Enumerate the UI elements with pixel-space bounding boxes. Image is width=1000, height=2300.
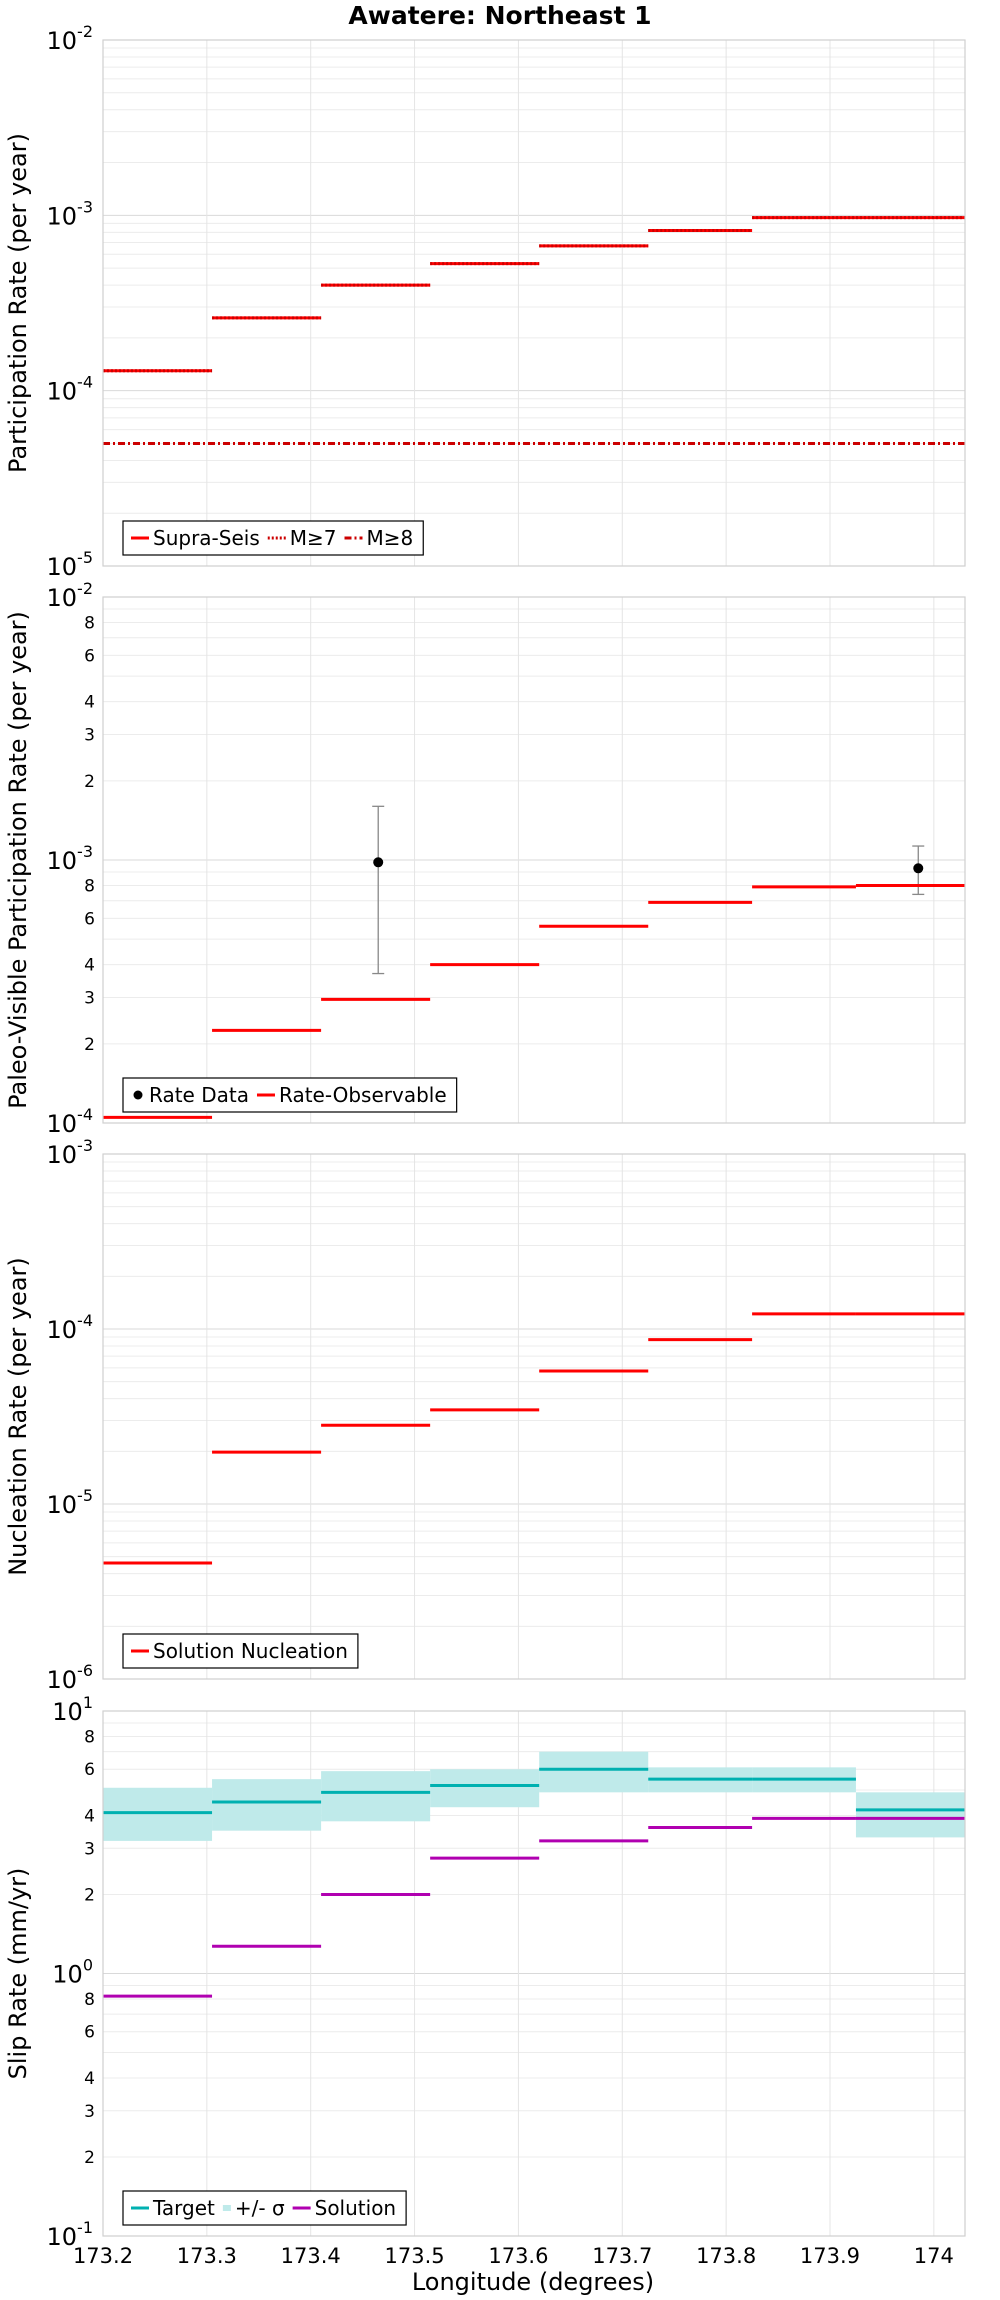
y-minor-tick-label: 8 (84, 1990, 95, 2010)
y-minor-tick-label: 4 (84, 1806, 95, 1826)
legend: Rate Data Rate-Observable (122, 1077, 458, 1113)
x-tick-label: 173.4 (281, 2244, 341, 2268)
plot-frame (102, 39, 966, 567)
plot-frame (102, 1153, 966, 1680)
y-minor-tick-label: 4 (84, 2069, 95, 2089)
legend-label: M≥7 (290, 526, 337, 550)
y-minor-tick-label: 8 (84, 613, 95, 633)
y-minor-tick-label: 3 (84, 989, 95, 1009)
y-minor-tick-label: 2 (84, 772, 95, 792)
legend-box (122, 2190, 407, 2226)
y-axis-label: Nucleation Rate (per year) (4, 1257, 32, 1576)
y-minor-tick-label: 3 (84, 2102, 95, 2122)
y-tick-label: 10-5 (47, 1486, 94, 1519)
panel-1: 10-5 10-4 10-3 10-2 Participation Rate (per … (4, 22, 966, 581)
panel-3: 10-6 10-5 10-4 10-3 Nucleation Rate (per yea… (4, 1136, 966, 1694)
x-tick-label: 174 (914, 2244, 954, 2268)
panel-4: 10-1 100 101 2 3 4 6 8 2 3 4 6 8 Slip Rate (mm/yr) Tar… (4, 1693, 966, 2251)
y-minor-tick-label: 8 (84, 876, 95, 896)
y-minor-tick-label: 6 (84, 646, 95, 666)
y-minor-tick-label: 2 (84, 1885, 95, 1905)
sigma-band (103, 1787, 213, 1841)
legend-label: Rate Data (149, 1083, 249, 1107)
y-tick-label: 10-3 (47, 1136, 94, 1169)
sigma-band (212, 1779, 322, 1831)
y-minor-tick-label: 3 (84, 1839, 95, 1859)
y-tick-label: 10-2 (47, 22, 94, 55)
y-tick-label: 10-4 (47, 1311, 94, 1344)
sigma-band (321, 1771, 431, 1822)
y-axis-label: Participation Rate (per year) (4, 133, 32, 473)
x-tick-label: 173.9 (800, 2244, 860, 2268)
x-tick-label: 173.2 (73, 2244, 133, 2268)
x-tick-label: 173.7 (592, 2244, 652, 2268)
legend-label: Supra-Seis (153, 526, 260, 550)
data-point (913, 863, 924, 874)
y-minor-tick-label: 4 (84, 693, 95, 713)
x-axis-label: Longitude (degrees) (412, 2268, 654, 2296)
sigma-band (855, 1792, 965, 1838)
legend-label: Rate-Observable (279, 1083, 447, 1107)
legend-label: +/- σ (235, 2196, 285, 2220)
x-tick-label: 173.5 (385, 2244, 445, 2268)
y-tick-label: 100 (52, 1956, 93, 1989)
y-tick-label: 10-4 (47, 373, 94, 406)
y-axis-label: Slip Rate (mm/yr) (4, 1868, 32, 2080)
y-minor-tick-label: 8 (84, 1727, 95, 1747)
x-tick-label: 173.3 (177, 2244, 237, 2268)
y-minor-tick-label: 6 (84, 909, 95, 929)
legend-box (122, 1633, 359, 1669)
legend: Target +/- σ Solution (122, 2190, 407, 2226)
legend-box (122, 1077, 458, 1113)
legend-label: M≥8 (367, 526, 414, 550)
legend-label: Solution (315, 2196, 396, 2220)
y-minor-tick-label: 6 (84, 1760, 95, 1780)
legend-marker (133, 1090, 143, 1100)
legend: Solution Nucleation (122, 1633, 359, 1669)
y-minor-tick-label: 2 (84, 1035, 95, 1055)
y-tick-label: 101 (52, 1693, 93, 1726)
plot-frame (102, 1710, 966, 2237)
y-tick-label: 10-1 (47, 2218, 94, 2251)
chart-title: Awatere: Northeast 1 (348, 1, 651, 30)
plot-area (103, 40, 965, 566)
x-tick-label: 173.8 (696, 2244, 756, 2268)
y-tick-label: 10-4 (47, 1105, 94, 1138)
legend-marker (222, 2205, 231, 2211)
sigma-band (430, 1769, 540, 1808)
x-tick-label: 173.6 (488, 2244, 548, 2268)
y-tick-label: 10-5 (47, 548, 94, 581)
panel-2: 10-4 10-3 10-2 2 3 4 6 8 2 3 4 6 8 Paleo-Visible Part… (4, 579, 966, 1138)
y-axis-label: Paleo-Visible Participation Rate (per ye… (4, 611, 32, 1109)
y-tick-label: 10-2 (47, 579, 94, 612)
y-minor-tick-label: 2 (84, 2148, 95, 2168)
data-point (373, 857, 384, 868)
y-tick-label: 10-3 (47, 842, 94, 875)
plot-area (103, 1154, 965, 1679)
legend: Supra-Seis M≥7 M≥8 (122, 520, 424, 556)
legend-label: Target (152, 2196, 215, 2220)
legend-label: Solution Nucleation (153, 1639, 348, 1663)
y-minor-tick-label: 3 (84, 726, 95, 746)
y-minor-tick-label: 6 (84, 2023, 95, 2043)
y-minor-tick-label: 4 (84, 956, 95, 976)
sigma-band (539, 1751, 649, 1793)
y-tick-label: 10-3 (47, 197, 94, 230)
plot-frame (102, 596, 966, 1124)
y-tick-label: 10-6 (47, 1661, 94, 1694)
